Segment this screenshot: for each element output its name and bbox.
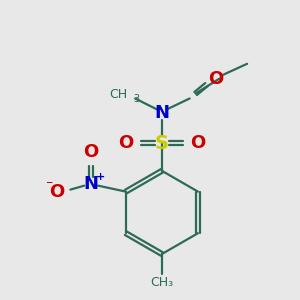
Text: N: N [154,104,169,122]
Text: CH₃: CH₃ [150,276,173,289]
Text: O: O [49,183,64,201]
Text: CH: CH [109,88,128,101]
Text: S: S [155,134,169,153]
Text: O: O [208,70,223,88]
Text: O: O [190,134,205,152]
Text: 3: 3 [133,94,139,104]
Text: O: O [118,134,134,152]
Text: +: + [95,172,105,182]
Text: O: O [84,143,99,161]
Text: ⁻: ⁻ [45,178,52,192]
Text: N: N [84,175,99,193]
